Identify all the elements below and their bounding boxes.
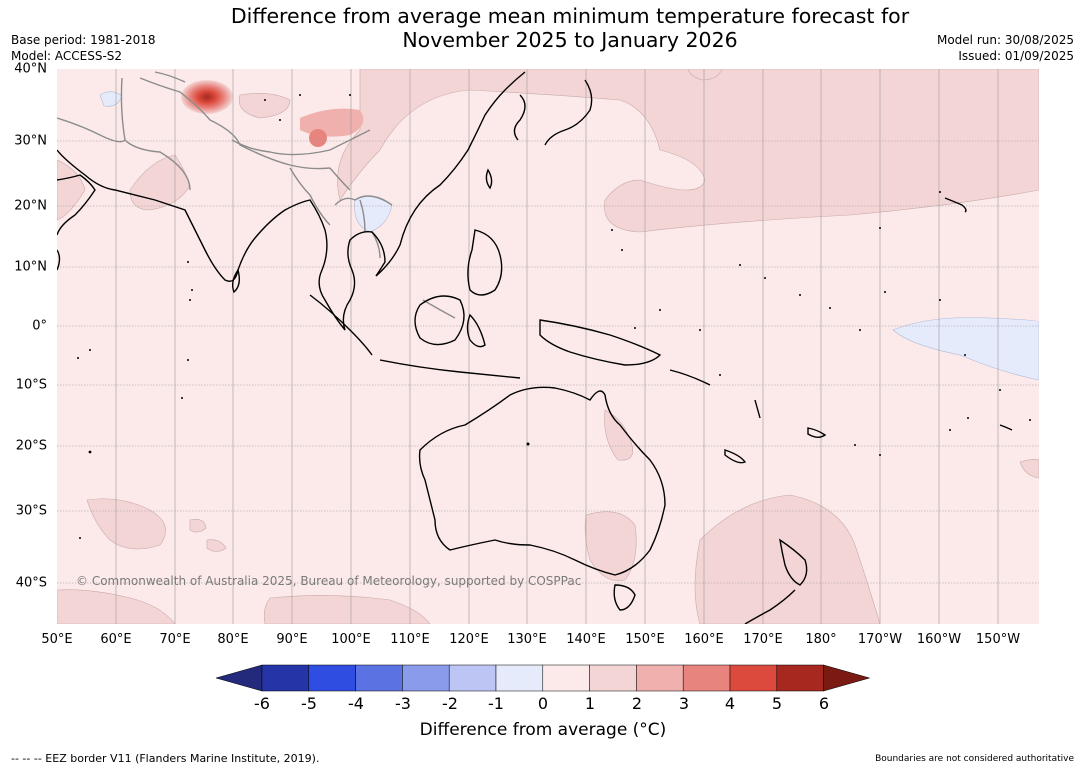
lat-label-10n: 10°N [14, 259, 47, 275]
colorbar-tick: 1 [584, 694, 596, 713]
map-canvas [57, 69, 1039, 624]
colorbar-segment [355, 664, 403, 692]
lon-label-80e: 80°E [217, 632, 249, 647]
lon-label-160w: 160°W [916, 632, 962, 647]
colorbar-segment [776, 664, 824, 692]
colorbar-segment [308, 664, 356, 692]
lon-label-60e: 60°E [100, 632, 132, 647]
colorbar-tick: 5 [771, 694, 783, 713]
colorbar-segment [448, 664, 497, 692]
model-text: Model: ACCESS-S2 [11, 49, 123, 63]
copyright-notice: © Commonwealth of Australia 2025, Bureau… [76, 574, 582, 588]
colorbar-tick: 0 [537, 694, 549, 713]
header-right: Model run: 30/08/2025 Issued: 01/09/2025 [937, 32, 1074, 64]
lat-label-20n: 20°N [14, 198, 47, 214]
eez-border-note: -- -- -- EEZ border V11 (Flanders Marine… [11, 752, 320, 765]
lon-label-150e: 150°E [625, 632, 665, 647]
colorbar-segment [589, 664, 637, 692]
colorbar-segment [261, 664, 310, 692]
lon-label-140e: 140°E [566, 632, 606, 647]
lon-label-120e: 120°E [449, 632, 489, 647]
colorbar-label: Difference from average (°C) [419, 720, 667, 740]
lon-label-110e: 110°E [390, 632, 430, 647]
colorbar-extend-low [216, 664, 263, 692]
lon-label-90e: 90°E [276, 632, 308, 647]
issued-text: Issued: 01/09/2025 [958, 49, 1074, 63]
colorbar-segment [636, 664, 684, 692]
lon-label-180: 180° [805, 632, 837, 647]
anomaly-1-2-regions [57, 69, 1039, 624]
base-period-text: Base period: 1981-2018 [11, 33, 156, 47]
lon-label-160e: 160°E [684, 632, 724, 647]
lon-label-170w: 170°W [857, 632, 903, 647]
lat-label-20s: 20°S [15, 438, 47, 454]
lat-label-10s: 10°S [15, 377, 47, 393]
colorbar-segment [495, 664, 544, 692]
header-left: Base period: 1981-2018 Model: ACCESS-S2 [11, 32, 156, 64]
anomaly-negative-regions [99, 91, 1039, 381]
lon-label-70e: 70°E [159, 632, 191, 647]
colorbar [216, 664, 870, 692]
colorbar-tick: -4 [348, 694, 364, 713]
colorbar-segment [729, 664, 778, 692]
colorbar-segment [402, 664, 450, 692]
colorbar-tick: 4 [724, 694, 736, 713]
lat-label-40s: 40°S [15, 575, 47, 591]
colorbar-tick: 6 [818, 694, 830, 713]
lat-label-30n: 30°N [14, 133, 47, 149]
colorbar-tick: -2 [442, 694, 458, 713]
graticule [57, 69, 1039, 624]
map-title: Difference from average mean minimum tem… [230, 4, 910, 52]
colorbar-segment [682, 664, 731, 692]
colorbar-tick: -3 [395, 694, 411, 713]
colorbar-tick: -1 [488, 694, 504, 713]
small-islands [77, 94, 1031, 539]
lon-label-100e: 100°E [331, 632, 371, 647]
anomaly-2-3-regions [300, 108, 364, 147]
lon-label-150w: 150°W [975, 632, 1021, 647]
lat-label-30s: 30°S [15, 503, 47, 519]
anomaly-hotspot [181, 80, 233, 114]
lat-label-0: 0° [32, 318, 47, 334]
lat-label-40n: 40°N [14, 61, 47, 77]
colorbar-extend-high [823, 664, 870, 692]
colorbar-tick: 3 [678, 694, 690, 713]
colorbar-segment [542, 664, 590, 692]
lon-label-130e: 130°E [507, 632, 547, 647]
colorbar-tick: -6 [254, 694, 270, 713]
lon-label-50e: 50°E [41, 632, 73, 647]
coastlines [57, 71, 1013, 624]
boundaries-disclaimer: Boundaries are not considered authoritat… [875, 754, 1074, 764]
lon-label-170e: 170°E [743, 632, 783, 647]
colorbar-tick: -5 [301, 694, 317, 713]
colorbar-tick: 2 [631, 694, 643, 713]
country-borders [57, 71, 456, 319]
model-run-text: Model run: 30/08/2025 [936, 33, 1074, 47]
